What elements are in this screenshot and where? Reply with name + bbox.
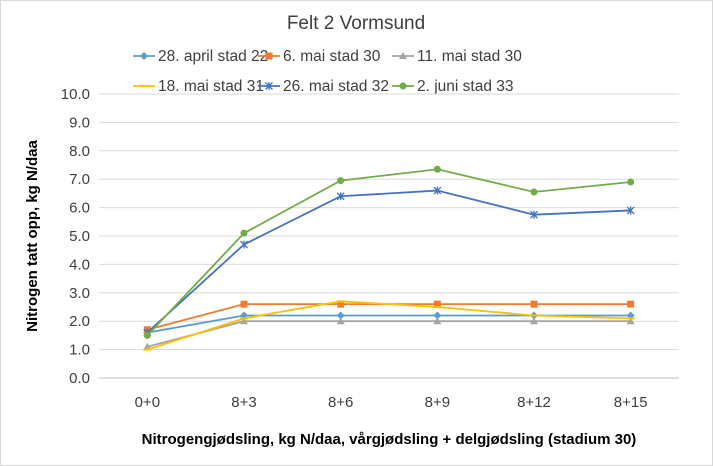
data-point <box>336 192 345 201</box>
data-point <box>337 300 345 308</box>
data-point <box>627 300 635 308</box>
data-point <box>399 52 407 59</box>
legend-item: 18. mai stad 31 <box>133 78 264 95</box>
data-point <box>530 300 538 308</box>
gridlines <box>99 93 679 379</box>
data-point <box>140 52 148 60</box>
data-point <box>530 317 538 325</box>
legend-item: 6. mai stad 30 <box>258 48 381 65</box>
legend-label: 28. april stad 22 <box>158 48 268 65</box>
y-tick-label: 9.0 <box>69 114 90 131</box>
chart-title: Felt 2 Vormsund <box>287 13 425 34</box>
legend-label: 6. mai stad 30 <box>283 48 381 65</box>
series-path <box>147 300 631 351</box>
chart-legend: 28. april stad 22 6. mai stad 30 11. mai s… <box>133 48 522 95</box>
y-tick-label: 10.0 <box>61 86 90 103</box>
data-point <box>143 331 151 339</box>
series-layer <box>143 165 635 351</box>
data-point <box>240 229 248 237</box>
series-line <box>143 317 635 350</box>
x-tick-label: 8+9 <box>425 394 450 411</box>
legend-item: 11. mai stad 30 <box>392 48 522 65</box>
data-point <box>336 317 345 325</box>
data-point <box>399 82 407 90</box>
x-tick-label: 0+0 <box>135 394 160 411</box>
y-tick-label: 5.0 <box>69 228 90 245</box>
data-point <box>336 311 345 320</box>
y-tick-label: 6.0 <box>69 200 90 217</box>
y-axis-ticks: 0.0 1.0 2.0 3.0 4.0 5.0 6.0 7.0 8.0 9.0 10.0 <box>61 86 90 387</box>
x-tick-label: 8+6 <box>328 394 353 411</box>
data-point <box>627 178 635 186</box>
data-point <box>433 311 442 320</box>
y-tick-label: 1.0 <box>69 342 90 359</box>
data-point <box>240 300 248 308</box>
series-path <box>146 168 631 337</box>
x-tick-label: 8+3 <box>231 394 256 411</box>
y-tick-label: 4.0 <box>69 256 90 273</box>
x-tick-label: 8+15 <box>614 394 648 411</box>
legend-item: 26. mai stad 32 <box>258 78 389 95</box>
data-point <box>240 240 248 249</box>
y-axis-label: Nitrogen tatt opp, kg N/daa <box>24 140 41 332</box>
series-path <box>147 314 631 334</box>
data-point <box>433 165 441 173</box>
legend-item: 28. april stad 22 <box>133 48 268 65</box>
series-line <box>143 311 635 337</box>
y-tick-label: 8.0 <box>69 143 90 160</box>
legend-label: 2. juni stad 33 <box>417 78 514 95</box>
data-point <box>626 206 635 215</box>
data-point <box>265 82 273 90</box>
x-axis-ticks: 0+0 8+3 8+6 8+9 8+12 8+15 <box>135 394 648 411</box>
y-tick-label: 2.0 <box>69 313 90 330</box>
legend-label: 11. mai stad 30 <box>417 48 522 65</box>
series-line <box>143 300 635 351</box>
x-tick-label: 8+12 <box>517 394 551 411</box>
series-line <box>143 186 635 337</box>
y-tick-label: 0.0 <box>69 370 90 387</box>
x-axis-label: Nitrogengjødsling, kg N/daa, vårgjødslin… <box>142 431 637 448</box>
data-point <box>626 317 635 325</box>
data-point <box>530 210 538 219</box>
legend-label: 18. mai stad 31 <box>158 78 264 95</box>
series-path <box>146 189 631 334</box>
legend-label: 26. mai stad 32 <box>283 78 389 95</box>
data-point <box>433 300 441 308</box>
y-tick-label: 7.0 <box>69 171 90 188</box>
data-point <box>265 52 273 60</box>
data-point <box>530 188 538 196</box>
series-line <box>143 165 635 339</box>
series-path <box>147 320 631 348</box>
data-point <box>433 317 442 325</box>
legend-item: 2. juni stad 33 <box>392 78 514 95</box>
data-point <box>433 186 442 195</box>
data-point <box>337 177 345 185</box>
data-point <box>240 317 248 325</box>
y-tick-label: 3.0 <box>69 285 90 302</box>
